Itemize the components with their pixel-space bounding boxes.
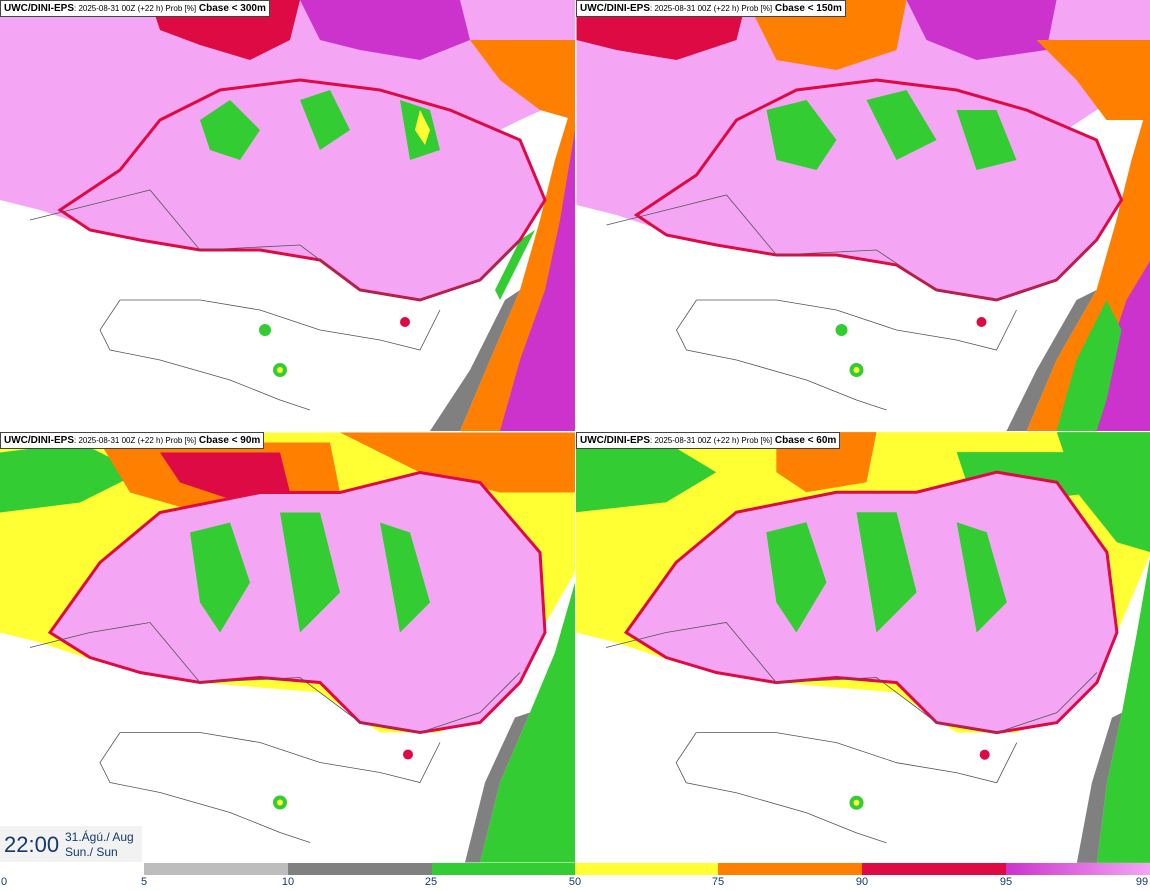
map-panel-cbase-60: UWC/DINI-EPS: 2025-08-31 00Z (+22 h) Pro… [576, 432, 1150, 863]
run-meta: : 2025-08-31 00Z (+22 h) Prob [%] [650, 4, 773, 13]
parameter-label: Cbase < 90m [198, 435, 261, 446]
parameter-label: Cbase < 150m [774, 3, 842, 14]
legend-tick: 10 [281, 876, 295, 888]
legend-tick: 0 [0, 876, 8, 888]
probability-map-300 [0, 0, 575, 431]
valid-time-box: 22:00 31.Ágú./ Aug Sun./ Sun [0, 826, 142, 862]
legend-tick: 99 [1135, 876, 1149, 888]
color-legend-bar [144, 863, 1150, 875]
probability-map-60 [576, 432, 1150, 863]
model-name: UWC/DINI-EPS [580, 435, 650, 446]
panel-title: UWC/DINI-EPS: 2025-08-31 00Z (+22 h) Pro… [0, 432, 265, 449]
run-meta: : 2025-08-31 00Z (+22 h) Prob [%] [74, 436, 197, 445]
legend-segment-10-25 [288, 863, 432, 875]
model-name: UWC/DINI-EPS [4, 435, 74, 446]
panel-title: UWC/DINI-EPS: 2025-08-31 00Z (+22 h) Pro… [0, 0, 270, 17]
legend-segment-50-75 [575, 863, 718, 875]
valid-date: 31.Ágú./ Aug Sun./ Sun [65, 830, 134, 860]
legend-segment-5-10 [144, 863, 288, 875]
legend-segment-99 [1006, 863, 1150, 875]
legend-tick: 90 [855, 876, 869, 888]
model-name: UWC/DINI-EPS [4, 3, 74, 14]
probability-map-90 [0, 432, 575, 863]
legend-tick: 5 [140, 876, 148, 888]
panel-title: UWC/DINI-EPS: 2025-08-31 00Z (+22 h) Pro… [576, 432, 841, 449]
model-name: UWC/DINI-EPS [580, 3, 650, 14]
run-meta: : 2025-08-31 00Z (+22 h) Prob [%] [650, 436, 773, 445]
valid-time: 22:00 [4, 832, 60, 857]
run-meta: : 2025-08-31 00Z (+22 h) Prob [%] [74, 4, 197, 13]
valid-date-weekday: Sun./ Sun [65, 845, 118, 859]
legend-segment-75-90 [718, 863, 862, 875]
legend-segment-25-50 [432, 863, 575, 875]
legend-tick: 95 [999, 876, 1013, 888]
legend-tick: 50 [568, 876, 582, 888]
legend-segment-90-95 [862, 863, 1006, 875]
panel-divider-horizontal [0, 431, 1150, 432]
map-panel-cbase-90: UWC/DINI-EPS: 2025-08-31 00Z (+22 h) Pro… [0, 432, 575, 863]
parameter-label: Cbase < 60m [774, 435, 837, 446]
legend-ticks: 0 5 10 25 50 75 90 95 99 [0, 876, 1150, 891]
valid-date-day: 31.Ágú./ Aug [65, 830, 134, 844]
map-panel-cbase-150: UWC/DINI-EPS: 2025-08-31 00Z (+22 h) Pro… [576, 0, 1150, 431]
probability-map-150 [576, 0, 1150, 431]
parameter-label: Cbase < 300m [198, 3, 266, 14]
map-panel-cbase-300: UWC/DINI-EPS: 2025-08-31 00Z (+22 h) Pro… [0, 0, 575, 431]
panel-title: UWC/DINI-EPS: 2025-08-31 00Z (+22 h) Pro… [576, 0, 846, 17]
legend-tick: 25 [424, 876, 438, 888]
legend-tick: 75 [711, 876, 725, 888]
